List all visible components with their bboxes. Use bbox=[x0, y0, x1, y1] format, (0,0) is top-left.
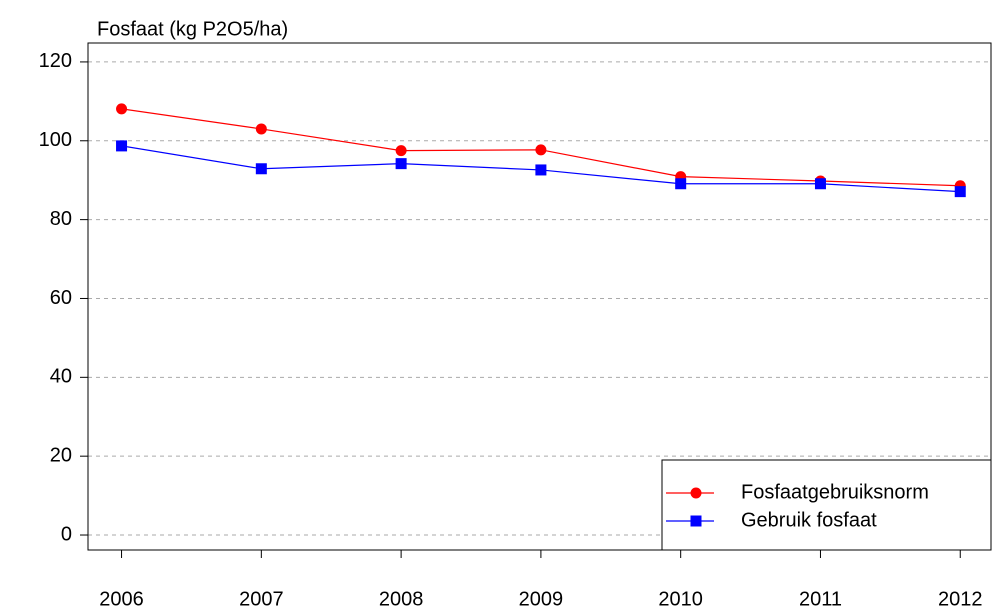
x-tick-label: 2006 bbox=[99, 588, 144, 610]
legend-label: Gebruik fosfaat bbox=[741, 509, 877, 531]
y-tick-label: 20 bbox=[50, 444, 72, 466]
x-tick-label: 2012 bbox=[938, 588, 983, 610]
marker bbox=[116, 103, 128, 115]
y-tick-label: 100 bbox=[39, 129, 72, 151]
plot-frame bbox=[87, 42, 992, 551]
marker bbox=[395, 145, 407, 157]
y-tick-label: 60 bbox=[50, 287, 72, 309]
legend-box bbox=[661, 459, 992, 551]
x-tick-label: 2010 bbox=[658, 588, 703, 610]
marker bbox=[116, 140, 128, 152]
legend-label: Fosfaatgebruiksnorm bbox=[741, 481, 929, 503]
x-tick-label: 2008 bbox=[379, 588, 424, 610]
marker bbox=[690, 487, 702, 499]
x-tick-label: 2009 bbox=[519, 588, 564, 610]
marker bbox=[255, 123, 267, 135]
marker bbox=[690, 515, 702, 527]
y-tick-label: 0 bbox=[61, 523, 72, 545]
y-tick-label: 120 bbox=[39, 50, 72, 72]
marker bbox=[535, 144, 547, 156]
marker bbox=[954, 186, 966, 198]
marker bbox=[535, 164, 547, 176]
x-tick-label: 2011 bbox=[799, 588, 842, 610]
marker bbox=[814, 178, 826, 190]
y-axis-label: Fosfaat (kg P2O5/ha) bbox=[97, 18, 288, 40]
y-tick-label: 80 bbox=[50, 208, 72, 230]
x-tick-label: 2007 bbox=[239, 588, 284, 610]
marker bbox=[675, 178, 687, 190]
marker bbox=[395, 158, 407, 170]
y-tick-label: 40 bbox=[50, 366, 72, 388]
marker bbox=[255, 163, 267, 175]
